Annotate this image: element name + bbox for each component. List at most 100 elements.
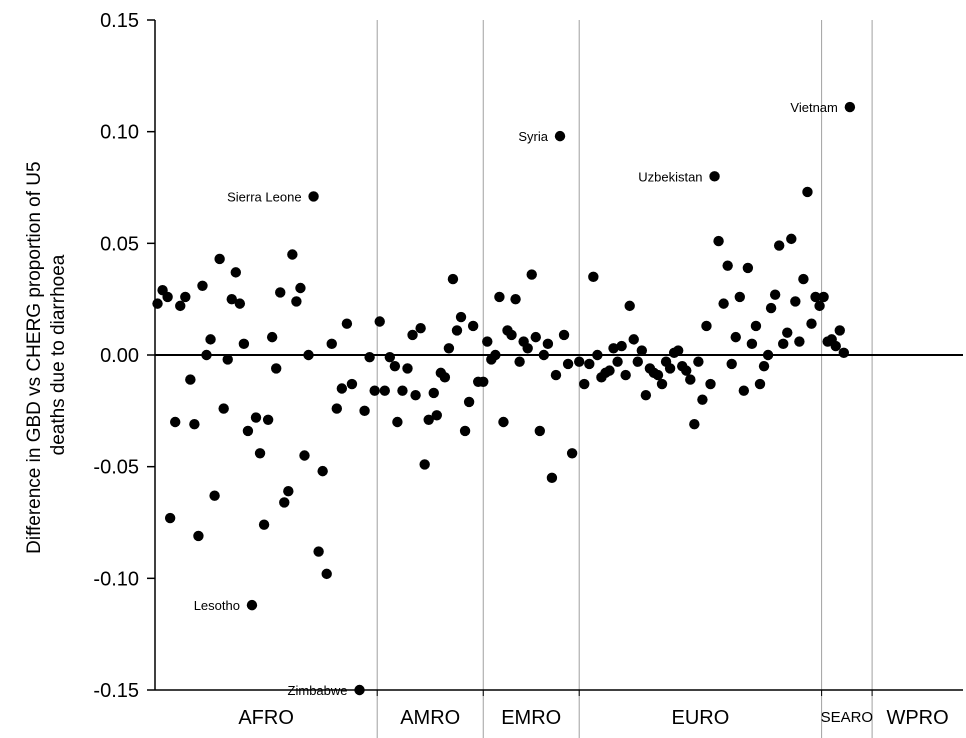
data-point (734, 291, 745, 303)
data-point (681, 365, 692, 376)
data-point (379, 385, 390, 396)
data-point (439, 372, 451, 383)
data-point (317, 465, 328, 477)
data-point (746, 338, 758, 350)
data-point (713, 235, 724, 247)
y-tick-label: -0.15 (93, 680, 139, 702)
data-point (482, 336, 493, 347)
data-point (266, 331, 278, 343)
data-point (538, 349, 550, 361)
data-point (291, 296, 302, 307)
data-point (782, 327, 793, 338)
data-point (664, 363, 676, 374)
data-point (592, 349, 603, 361)
data-point (554, 130, 566, 142)
data-point (722, 260, 733, 271)
data-point (754, 378, 766, 390)
data-point (636, 345, 648, 356)
data-point (546, 472, 558, 484)
data-point (384, 352, 396, 363)
data-point (326, 338, 337, 350)
data-point (283, 486, 294, 497)
data-point (656, 378, 668, 390)
data-point (672, 345, 684, 356)
data-point (389, 360, 401, 372)
data-point (798, 273, 809, 285)
region-labels: AFRO AMRO EMRO EURO SEARO WPRO (238, 707, 948, 729)
region-label-afro: AFRO (238, 707, 294, 729)
data-point (844, 101, 856, 113)
data-point (218, 403, 229, 414)
data-point (624, 300, 635, 312)
data-point (374, 316, 385, 327)
data-point (336, 383, 348, 394)
data-point (542, 338, 554, 350)
data-point (299, 450, 310, 461)
data-point (209, 490, 220, 501)
data-point (510, 293, 521, 305)
data-point (423, 414, 434, 425)
data-point (652, 369, 664, 381)
data-point (275, 287, 286, 298)
data-point (689, 419, 700, 430)
data-point (287, 249, 298, 260)
data-point (705, 378, 716, 390)
data-point (415, 323, 426, 334)
data-point (234, 298, 246, 309)
data-point (506, 329, 517, 341)
data-point (364, 352, 375, 363)
data-point (185, 374, 196, 385)
point-annotations: Sierra Leone Lesotho Zimbabwe Syria Uzbekist… (194, 100, 838, 698)
data-point (455, 311, 467, 323)
data-point (152, 298, 163, 309)
region-label-amro: AMRO (400, 707, 460, 729)
data-point (616, 340, 627, 352)
data-point (467, 320, 479, 332)
annotation-label: Zimbabwe (288, 683, 348, 698)
data-point (246, 599, 258, 611)
data-point (214, 253, 225, 265)
data-point (794, 336, 805, 347)
data-point (790, 296, 801, 307)
data-point (447, 273, 459, 285)
data-point (201, 349, 212, 361)
data-point (834, 325, 845, 336)
data-point (262, 414, 274, 425)
data-point (271, 363, 282, 374)
data-point (478, 376, 489, 387)
data-point (164, 512, 176, 524)
data-point (769, 289, 781, 300)
data-point (180, 291, 191, 303)
annotation-label: Vietnam (790, 100, 837, 115)
data-point (612, 356, 623, 367)
data-point (303, 349, 314, 361)
data-point (718, 298, 729, 309)
data-point (459, 425, 471, 437)
y-tick-label: 0.10 (100, 122, 139, 144)
data-point (193, 530, 204, 542)
data-point (514, 356, 525, 367)
data-point (550, 369, 562, 381)
data-point (730, 331, 741, 343)
data-point (838, 347, 850, 358)
data-point (738, 385, 750, 396)
data-point (341, 318, 353, 329)
data-point (588, 271, 599, 283)
annotation-label: Uzbekistan (638, 169, 702, 184)
y-tick-label: 0.00 (100, 345, 139, 367)
data-point (392, 416, 403, 428)
data-point (313, 546, 324, 557)
data-point (814, 300, 825, 312)
data-point (534, 425, 546, 437)
data-point (359, 405, 370, 417)
data-point (604, 365, 615, 376)
data-point (205, 334, 216, 345)
region-label-wpro: WPRO (886, 707, 948, 729)
data-point (818, 291, 829, 303)
data-point (762, 349, 774, 361)
data-point (685, 374, 696, 385)
data-points (152, 101, 856, 696)
data-point (574, 356, 585, 367)
annotation-label: Sierra Leone (227, 189, 301, 204)
